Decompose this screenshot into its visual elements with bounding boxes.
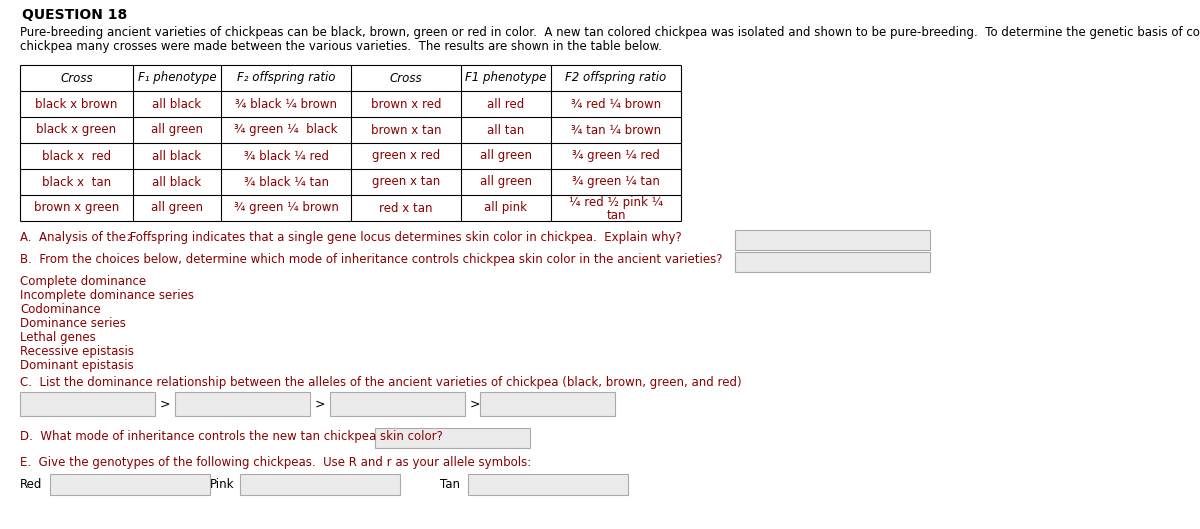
Text: ¾ black ¼ brown: ¾ black ¼ brown — [235, 97, 337, 111]
Text: all black: all black — [152, 150, 202, 162]
Text: A.  Analysis of the F: A. Analysis of the F — [20, 231, 137, 244]
Text: all tan: all tan — [487, 123, 524, 136]
Text: >: > — [470, 397, 480, 411]
FancyBboxPatch shape — [734, 252, 930, 272]
Text: D.  What mode of inheritance controls the new tan chickpea skin color?: D. What mode of inheritance controls the… — [20, 430, 443, 443]
Text: ¾ tan ¼ brown: ¾ tan ¼ brown — [571, 123, 661, 136]
Text: brown x tan: brown x tan — [371, 123, 442, 136]
Text: Pink: Pink — [210, 478, 234, 491]
Text: Cross: Cross — [390, 71, 422, 85]
Text: ¾ green ¼  black: ¾ green ¼ black — [234, 123, 337, 136]
Text: all pink: all pink — [485, 202, 528, 214]
Text: Recessive epistasis: Recessive epistasis — [20, 345, 134, 358]
Text: Cross: Cross — [60, 71, 92, 85]
Text: F₂ offspring ratio: F₂ offspring ratio — [236, 71, 335, 85]
Text: F2 offspring ratio: F2 offspring ratio — [565, 71, 667, 85]
Text: black x green: black x green — [36, 123, 116, 136]
Text: Lethal genes: Lethal genes — [20, 331, 96, 344]
FancyBboxPatch shape — [50, 474, 210, 495]
Text: ¾ black ¼ red: ¾ black ¼ red — [244, 150, 329, 162]
Text: 2: 2 — [126, 234, 132, 243]
Text: Pure-breeding ancient varieties of chickpeas can be black, brown, green or red i: Pure-breeding ancient varieties of chick… — [20, 26, 1200, 39]
Text: >: > — [160, 397, 170, 411]
Text: brown x red: brown x red — [371, 97, 442, 111]
Text: all green: all green — [480, 176, 532, 188]
Text: green x tan: green x tan — [372, 176, 440, 188]
Text: black x  tan: black x tan — [42, 176, 112, 188]
Text: all black: all black — [152, 97, 202, 111]
FancyBboxPatch shape — [330, 392, 466, 416]
FancyBboxPatch shape — [374, 428, 530, 448]
Text: black x brown: black x brown — [35, 97, 118, 111]
FancyBboxPatch shape — [175, 392, 310, 416]
Text: black x  red: black x red — [42, 150, 112, 162]
Text: tan: tan — [606, 209, 625, 222]
Text: E.  Give the genotypes of the following chickpeas.  Use R and r as your allele s: E. Give the genotypes of the following c… — [20, 456, 532, 469]
Text: Red: Red — [20, 478, 42, 491]
Text: all black: all black — [152, 176, 202, 188]
Text: all green: all green — [480, 150, 532, 162]
Text: Dominant epistasis: Dominant epistasis — [20, 359, 133, 372]
Text: F₁ phenotype: F₁ phenotype — [138, 71, 216, 85]
Text: ¾ green ¼ red: ¾ green ¼ red — [572, 150, 660, 162]
Text: brown x green: brown x green — [34, 202, 119, 214]
FancyBboxPatch shape — [468, 474, 628, 495]
Text: F1 phenotype: F1 phenotype — [466, 71, 547, 85]
Text: ¼ red ½ pink ¼: ¼ red ½ pink ¼ — [569, 196, 664, 209]
Text: ¾ green ¼ tan: ¾ green ¼ tan — [572, 176, 660, 188]
Text: all green: all green — [151, 202, 203, 214]
FancyBboxPatch shape — [480, 392, 616, 416]
Text: all green: all green — [151, 123, 203, 136]
Text: Codominance: Codominance — [20, 303, 101, 316]
Text: green x red: green x red — [372, 150, 440, 162]
Text: C.  List the dominance relationship between the alleles of the ancient varieties: C. List the dominance relationship betwe… — [20, 376, 742, 389]
FancyBboxPatch shape — [240, 474, 400, 495]
Text: chickpea many crosses were made between the various varieties.  The results are : chickpea many crosses were made between … — [20, 40, 662, 53]
Text: all red: all red — [487, 97, 524, 111]
Text: B.  From the choices below, determine which mode of inheritance controls chickpe: B. From the choices below, determine whi… — [20, 253, 722, 266]
Text: >: > — [314, 397, 325, 411]
Text: Incomplete dominance series: Incomplete dominance series — [20, 289, 194, 302]
Text: ¾ red ¼ brown: ¾ red ¼ brown — [571, 97, 661, 111]
Text: red x tan: red x tan — [379, 202, 433, 214]
Text: offspring indicates that a single gene locus determines skin color in chickpea. : offspring indicates that a single gene l… — [132, 231, 682, 244]
Text: Tan: Tan — [440, 478, 460, 491]
Text: ¾ green ¼ brown: ¾ green ¼ brown — [234, 202, 338, 214]
Text: Complete dominance: Complete dominance — [20, 275, 146, 288]
Text: Dominance series: Dominance series — [20, 317, 126, 330]
Text: QUESTION 18: QUESTION 18 — [22, 8, 127, 22]
Text: ¾ black ¼ tan: ¾ black ¼ tan — [244, 176, 329, 188]
FancyBboxPatch shape — [20, 392, 155, 416]
FancyBboxPatch shape — [734, 230, 930, 250]
